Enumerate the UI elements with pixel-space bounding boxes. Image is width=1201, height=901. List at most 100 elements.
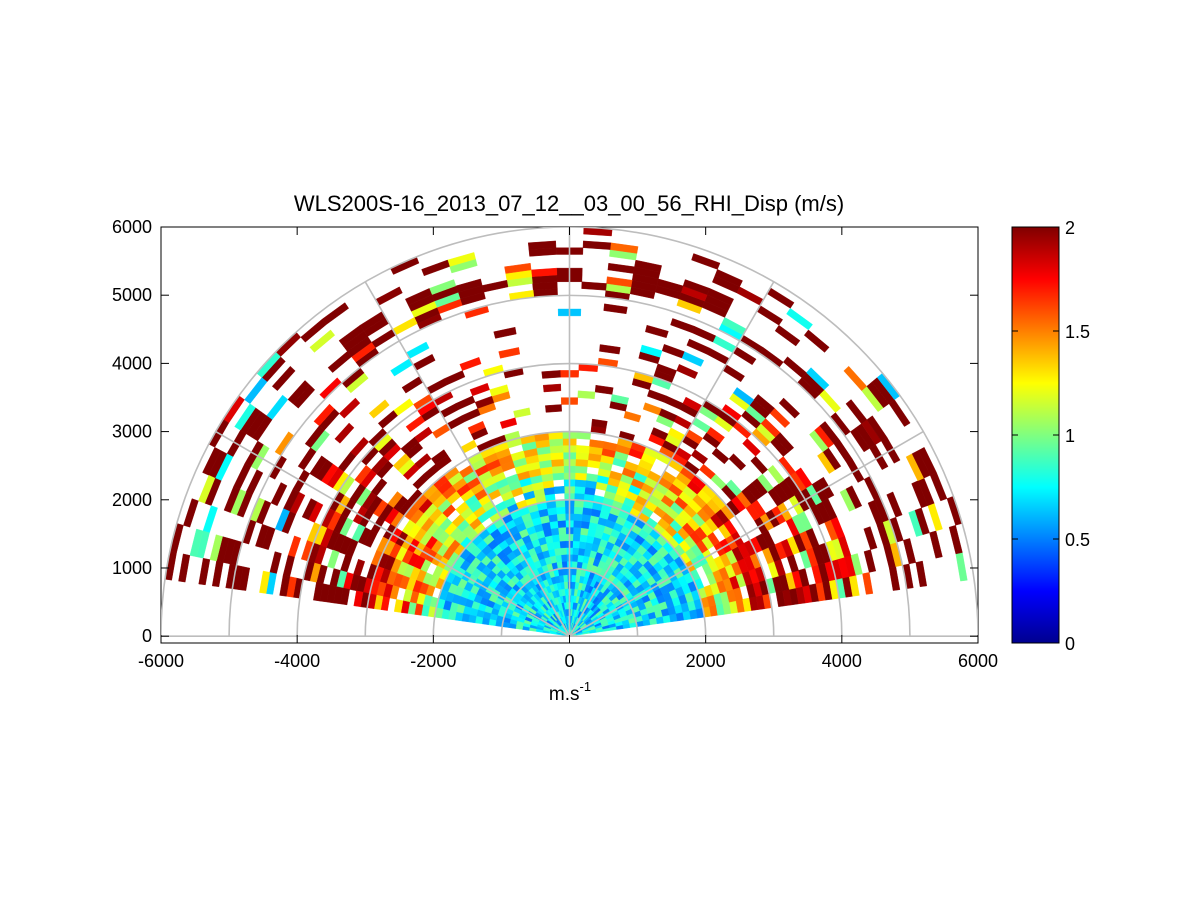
dispersion-cell (929, 530, 943, 559)
dispersion-cell (178, 553, 191, 583)
dispersion-cell (550, 458, 564, 467)
dispersion-cell (557, 526, 567, 535)
dispersion-cell (661, 344, 685, 359)
elevation-spoke (364, 281, 571, 637)
dispersion-cell (574, 485, 586, 495)
dispersion-cell (313, 403, 335, 427)
dispersion-cell (274, 431, 295, 456)
dispersion-cell (244, 377, 268, 404)
dispersion-cell (571, 574, 577, 583)
dispersion-cell (571, 554, 579, 562)
dispersion-cell (756, 305, 783, 326)
dispersion-cell (585, 473, 599, 482)
dispersion-cell (682, 279, 711, 295)
dispersion-cell (725, 479, 742, 497)
colorbar-ticks: 0 0.5 1 1.5 2 (1012, 218, 1090, 654)
y-tick-label: 4000 (112, 353, 152, 373)
dispersion-cell (198, 557, 211, 586)
dispersion-cell (558, 533, 567, 542)
dispersion-cell (340, 554, 353, 573)
dispersion-cell (405, 288, 433, 306)
dispersion-cell (786, 554, 799, 573)
dispersion-cell (580, 520, 590, 529)
dispersion-cell (287, 535, 302, 558)
dispersion-cell (455, 395, 476, 410)
dispersion-cell (421, 259, 450, 277)
dispersion-cell (711, 447, 730, 465)
dispersion-cell (481, 279, 509, 293)
x-tick-label: 2000 (686, 651, 726, 671)
x-axis: -6000 -4000 -2000 0 2000 4000 6000 (138, 227, 998, 671)
dispersion-cell (742, 438, 761, 457)
elevation-spoke (215, 430, 570, 637)
dispersion-cell (183, 498, 199, 528)
dispersion-cell (767, 464, 785, 485)
dispersion-cell (337, 451, 356, 473)
dispersion-cell (866, 415, 888, 442)
dispersion-cell (327, 549, 340, 569)
dispersion-cell (555, 506, 566, 515)
dispersion-cell (493, 326, 517, 339)
dispersion-cell (691, 326, 716, 343)
y-tick-label: 2000 (112, 490, 152, 510)
y-tick-label: 1000 (112, 558, 152, 578)
dispersion-cell (606, 276, 633, 288)
dispersion-cell (360, 446, 379, 466)
dispersion-cell (549, 520, 559, 529)
dispersion-cell (676, 364, 699, 379)
dispersion-cell (739, 334, 764, 354)
dispersion-cell (211, 560, 224, 588)
y-tick-label: 5000 (112, 285, 152, 305)
dispersion-cell (498, 347, 521, 359)
dispersion-cell (577, 547, 586, 556)
polar-grid (161, 227, 978, 637)
dispersion-cell (594, 384, 614, 395)
chart-title: WLS200S-16_2013_07_12__03_00_56_RHI_Disp… (294, 191, 844, 216)
dispersion-cell (559, 540, 567, 549)
dispersion-cell (414, 426, 433, 443)
dispersion-cell (551, 534, 560, 543)
dispersion-cell (426, 378, 448, 395)
x-tick-label: -4000 (274, 651, 320, 671)
dispersion-cell (461, 408, 481, 422)
dispersion-cell (368, 399, 390, 419)
dispersion-cell (334, 422, 355, 444)
dispersion-cell (321, 302, 349, 325)
colorbar: 0 0.5 1 1.5 2 (1011, 218, 1090, 654)
dispersion-cell (553, 485, 565, 495)
dispersion-cell (338, 324, 365, 347)
dispersion-cell (778, 397, 800, 419)
dispersion-cell (412, 473, 429, 490)
dispersion-cell (574, 472, 587, 481)
dispersion-cell (270, 482, 288, 507)
dispersion-cell (550, 527, 560, 536)
dispersion-cell (732, 387, 755, 406)
dispersion-cell (699, 463, 716, 480)
dispersion-cell (370, 478, 388, 497)
dispersion-cell (863, 526, 878, 550)
dispersion-cell (202, 505, 218, 534)
dispersion-cell (572, 540, 580, 549)
dispersion-cell (393, 398, 414, 417)
dispersion-cell (488, 618, 497, 626)
dispersion-cell (572, 526, 582, 535)
dispersion-cell (640, 344, 663, 358)
dispersion-cell (850, 553, 863, 576)
dispersion-cell (259, 570, 271, 594)
dispersion-cell (557, 520, 566, 528)
x-tick-label: 6000 (958, 651, 998, 671)
dispersion-cell (304, 425, 325, 449)
y-axis: 0 1000 2000 3000 4000 5000 6000 (112, 217, 978, 646)
dispersion-cell (393, 599, 404, 613)
dispersion-cell (645, 324, 669, 339)
dispersion-cell (599, 344, 621, 355)
dispersion-cell (642, 402, 662, 416)
dispersion-cell (862, 572, 874, 595)
dispersion-cell (948, 525, 963, 555)
dispersion-cell (712, 335, 737, 353)
dispersion-cell (464, 305, 490, 319)
dispersion-cell (223, 486, 241, 513)
dispersion-cell (570, 581, 576, 589)
dispersion-cell (319, 377, 342, 400)
dispersion-cell (377, 410, 398, 429)
